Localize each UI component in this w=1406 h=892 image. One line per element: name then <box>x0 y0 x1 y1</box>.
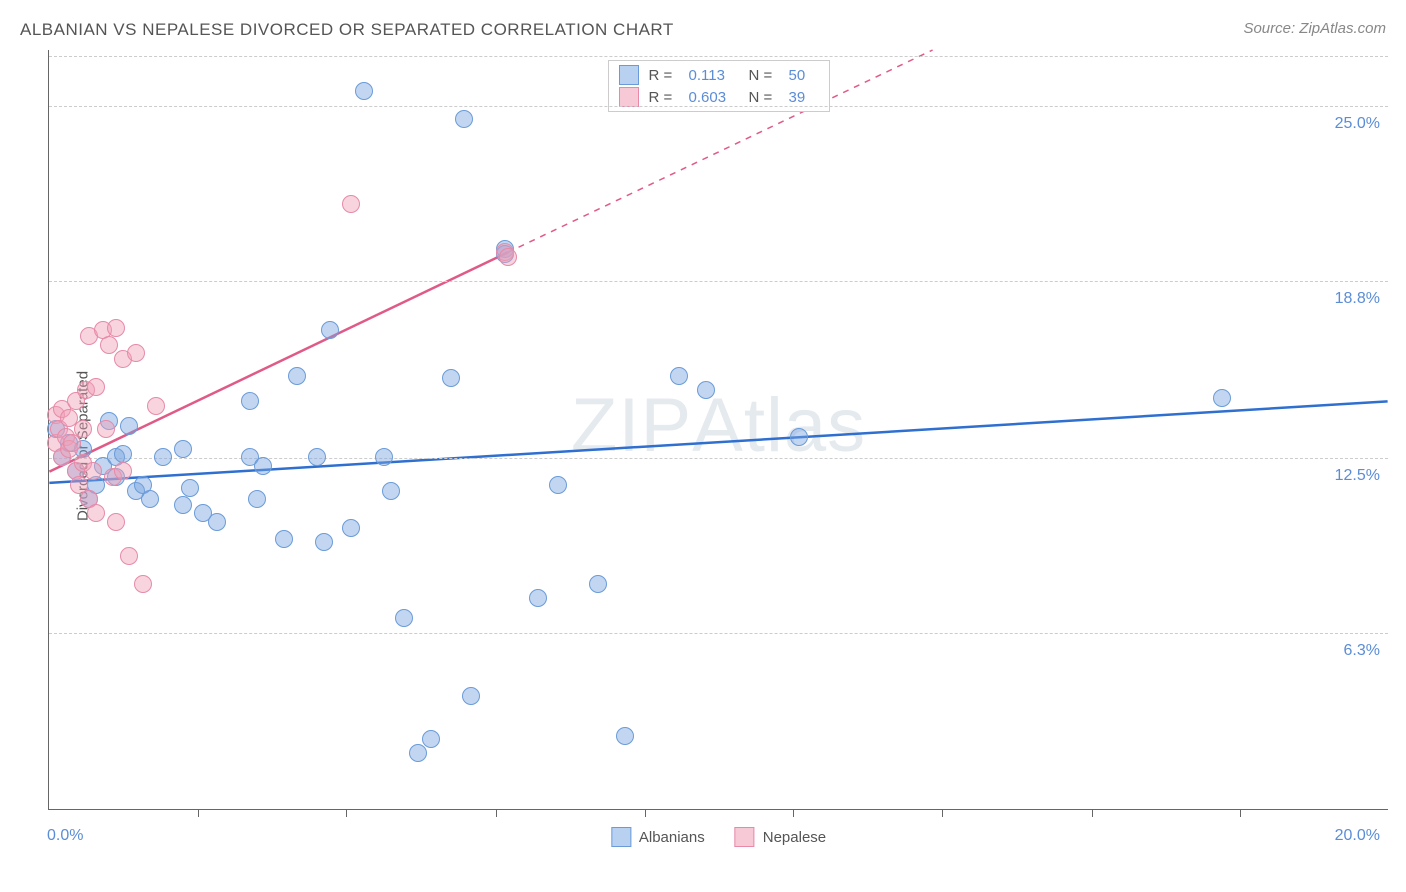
scatter-point <box>147 397 165 415</box>
scatter-point <box>254 457 272 475</box>
gridline <box>49 281 1388 282</box>
legend-n-value: 50 <box>789 67 819 84</box>
scatter-point <box>529 589 547 607</box>
gridline <box>49 106 1388 107</box>
scatter-point <box>248 490 266 508</box>
legend-r-value: 0.113 <box>689 67 739 84</box>
scatter-point <box>790 428 808 446</box>
gridline <box>49 56 1388 57</box>
x-tick <box>1092 809 1093 817</box>
scatter-point <box>241 392 259 410</box>
scatter-point <box>382 482 400 500</box>
scatter-point <box>589 575 607 593</box>
scatter-point <box>342 195 360 213</box>
legend-r-label: R = <box>649 89 679 106</box>
scatter-point <box>87 504 105 522</box>
legend-n-label: N = <box>749 89 779 106</box>
scatter-point <box>174 440 192 458</box>
gridline <box>49 633 1388 634</box>
legend-correlation-row: R = 0.113 N = 50 <box>619 65 819 85</box>
legend-swatch <box>619 65 639 85</box>
scatter-point <box>342 519 360 537</box>
legend-n-value: 39 <box>789 89 819 106</box>
scatter-point <box>208 513 226 531</box>
legend-correlation: R = 0.113 N = 50 R = 0.603 N = 39 <box>608 60 830 112</box>
legend-correlation-row: R = 0.603 N = 39 <box>619 87 819 107</box>
x-axis-min-label: 0.0% <box>47 827 83 845</box>
scatter-point <box>100 336 118 354</box>
scatter-point <box>697 381 715 399</box>
scatter-point <box>1213 389 1231 407</box>
chart-plot-area: ZIPAtlas R =0.113N =50R =0.603N =39 Alba… <box>48 50 1388 810</box>
scatter-point <box>409 744 427 762</box>
legend-series: Albanians Nepalese <box>611 827 826 847</box>
legend-series-item: Albanians <box>611 827 705 847</box>
scatter-point <box>355 82 373 100</box>
scatter-point <box>114 462 132 480</box>
scatter-point <box>154 448 172 466</box>
y-tick-label: 18.8% <box>1335 290 1380 308</box>
scatter-point <box>315 533 333 551</box>
x-tick <box>496 809 497 817</box>
scatter-point <box>455 110 473 128</box>
legend-series-label: Nepalese <box>763 829 826 846</box>
y-tick-label: 25.0% <box>1335 115 1380 133</box>
x-tick <box>645 809 646 817</box>
legend-swatch <box>619 87 639 107</box>
scatter-point <box>442 369 460 387</box>
scatter-point <box>616 727 634 745</box>
scatter-point <box>107 513 125 531</box>
watermark: ZIPAtlas <box>571 382 866 469</box>
y-tick-label: 6.3% <box>1344 642 1380 660</box>
scatter-point <box>114 445 132 463</box>
scatter-point <box>288 367 306 385</box>
y-tick-label: 12.5% <box>1335 467 1380 485</box>
scatter-point <box>275 530 293 548</box>
x-tick <box>942 809 943 817</box>
scatter-point <box>107 319 125 337</box>
legend-n-label: N = <box>749 67 779 84</box>
scatter-point <box>84 462 102 480</box>
legend-swatch <box>611 827 631 847</box>
chart-source: Source: ZipAtlas.com <box>1243 20 1386 37</box>
legend-r-label: R = <box>649 67 679 84</box>
legend-series-label: Albanians <box>639 829 705 846</box>
legend-r-value: 0.603 <box>689 89 739 106</box>
x-axis-max-label: 20.0% <box>1335 827 1380 845</box>
chart-header: ALBANIAN VS NEPALESE DIVORCED OR SEPARAT… <box>20 20 1386 40</box>
scatter-point <box>422 730 440 748</box>
scatter-point <box>375 448 393 466</box>
scatter-point <box>321 321 339 339</box>
legend-series-item: Nepalese <box>735 827 826 847</box>
scatter-point <box>74 420 92 438</box>
scatter-point <box>462 687 480 705</box>
x-tick <box>793 809 794 817</box>
chart-title: ALBANIAN VS NEPALESE DIVORCED OR SEPARAT… <box>20 20 674 40</box>
x-tick <box>198 809 199 817</box>
scatter-point <box>181 479 199 497</box>
scatter-point <box>395 609 413 627</box>
x-tick <box>1240 809 1241 817</box>
scatter-point <box>87 378 105 396</box>
scatter-point <box>127 344 145 362</box>
scatter-point <box>670 367 688 385</box>
scatter-point <box>134 575 152 593</box>
scatter-point <box>141 490 159 508</box>
scatter-point <box>308 448 326 466</box>
legend-swatch <box>735 827 755 847</box>
trend-lines <box>49 50 1388 809</box>
scatter-point <box>120 547 138 565</box>
scatter-point <box>549 476 567 494</box>
scatter-point <box>499 248 517 266</box>
scatter-point <box>97 420 115 438</box>
x-tick <box>346 809 347 817</box>
scatter-point <box>174 496 192 514</box>
scatter-point <box>120 417 138 435</box>
